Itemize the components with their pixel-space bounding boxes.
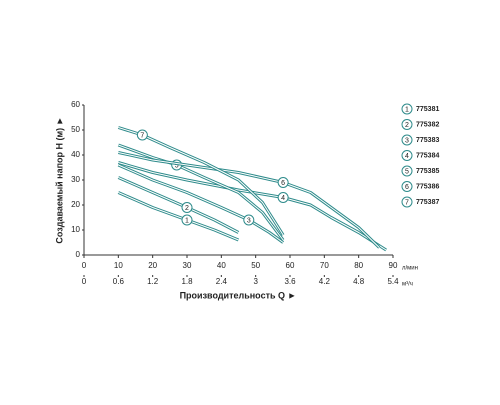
legend-circle xyxy=(401,181,413,192)
x2-tick-label: 1.2 xyxy=(147,277,159,286)
legend-label: 775385 xyxy=(416,168,439,175)
x-tick-label: 20 xyxy=(148,261,157,270)
legend-circle xyxy=(401,165,413,177)
curve-label: 6 xyxy=(281,180,285,187)
x2-unit: м³/ч xyxy=(402,282,413,288)
y-tick-label: 0 xyxy=(76,250,81,259)
x-tick-label: 30 xyxy=(183,261,192,270)
legend-number: 5 xyxy=(405,168,409,175)
x-tick-label: 90 xyxy=(389,261,398,270)
legend-label: 775387 xyxy=(416,199,439,206)
legend-number: 4 xyxy=(405,153,409,160)
x2-tick-label: 1.8 xyxy=(181,277,193,286)
curve-label: 4 xyxy=(281,195,285,202)
x-axis-title: Производительность Q ► xyxy=(180,290,297,300)
y-tick-label: 30 xyxy=(71,175,80,184)
legend-circle xyxy=(401,103,413,115)
legend-circle xyxy=(401,150,413,161)
legend-number: 2 xyxy=(405,122,409,129)
legend-number: 1 xyxy=(405,106,409,113)
legend-label: 775381 xyxy=(416,106,439,113)
curve-label-circle xyxy=(136,129,148,141)
x2-tick-label: 3.6 xyxy=(284,277,296,286)
curve-label: 1 xyxy=(185,217,189,224)
x2-tick-label: 5.4 xyxy=(387,277,399,286)
curve-label: 7 xyxy=(140,132,144,139)
curve-label-circle xyxy=(181,214,193,226)
y-tick-label: 60 xyxy=(71,100,80,109)
legend-label: 775382 xyxy=(416,121,439,128)
curve-label: 3 xyxy=(247,217,251,224)
legend-label: 775386 xyxy=(416,183,439,190)
curve-label-circle xyxy=(243,214,255,226)
x-tick-label: 60 xyxy=(286,261,295,270)
legend-label: 775384 xyxy=(416,152,439,159)
y-tick-label: 20 xyxy=(71,200,80,209)
legend-circle xyxy=(401,134,413,146)
x2-tick-label: 2.4 xyxy=(216,277,228,286)
x-tick-label: 50 xyxy=(251,261,260,270)
legend-circle xyxy=(401,196,413,208)
legend-number: 3 xyxy=(405,137,409,144)
x-tick-label: 0 xyxy=(82,261,87,270)
legend-label: 775383 xyxy=(416,137,439,144)
x-tick-label: 40 xyxy=(217,261,226,270)
curve-label: 5 xyxy=(175,162,179,169)
x2-tick-label: 0.6 xyxy=(113,277,125,286)
x2-tick-label: 4.8 xyxy=(353,277,365,286)
curve-label: 2 xyxy=(185,205,189,212)
x2-tick-label: 4.2 xyxy=(319,277,331,286)
x2-tick-label: 0 xyxy=(82,277,87,286)
x2-tick-label: 3 xyxy=(253,277,258,286)
legend-number: 7 xyxy=(405,199,409,206)
legend-circle xyxy=(401,119,413,130)
x-tick-label: 70 xyxy=(320,261,329,270)
x-tick-label: 10 xyxy=(114,261,123,270)
curve-label-circle xyxy=(277,192,289,203)
curve-label-circle xyxy=(277,177,289,188)
x-unit: л/мин xyxy=(402,266,418,272)
y-tick-label: 50 xyxy=(71,125,80,134)
y-tick-label: 10 xyxy=(71,225,80,234)
x-tick-label: 80 xyxy=(354,261,363,270)
curve-label-circle xyxy=(181,202,193,213)
y-axis-title: Создаваемый напор H (м) ► xyxy=(54,116,64,243)
curve-inner xyxy=(118,144,284,241)
legend-number: 6 xyxy=(405,184,409,191)
y-tick-label: 40 xyxy=(71,150,80,159)
curve-inner xyxy=(118,164,284,243)
